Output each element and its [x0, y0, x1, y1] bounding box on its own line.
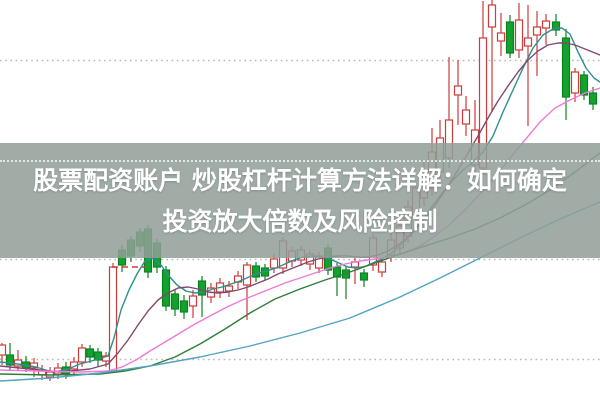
- candle-down: [505, 21, 515, 54]
- headline-line-2: 投资放大倍数及风险控制: [162, 206, 438, 236]
- candle-up: [242, 264, 252, 286]
- candle-down: [551, 21, 561, 31]
- candle-down: [197, 280, 207, 296]
- candle-up: [0, 344, 7, 356]
- headline-overlay: 股票配资账户 炒股杠杆计算方法详解：如何确定 投资放大倍数及风险控制: [0, 143, 600, 258]
- candle-down: [5, 354, 15, 366]
- headline-line-1: 股票配资账户 炒股杠杆计算方法详解：如何确定: [33, 165, 567, 195]
- candle-up: [541, 20, 551, 29]
- candle-down: [161, 269, 171, 307]
- candle-up: [188, 295, 198, 307]
- candle-up: [487, 4, 497, 28]
- candle-up: [570, 71, 580, 94]
- candle-up: [224, 285, 234, 292]
- candle-down: [359, 272, 369, 281]
- candle-up: [377, 261, 387, 273]
- candle-up: [77, 347, 87, 363]
- candle-up: [523, 37, 533, 47]
- candle-down: [93, 351, 103, 361]
- candle-down: [85, 348, 95, 358]
- candle-up: [496, 32, 506, 42]
- candle-down: [251, 265, 261, 278]
- overlay-gridline: [0, 160, 600, 162]
- candle-down: [332, 266, 342, 278]
- candle-up: [532, 26, 542, 36]
- candle-down: [588, 92, 598, 105]
- candle-up: [514, 19, 524, 51]
- candle-up: [453, 85, 463, 96]
- candle-down: [179, 300, 189, 313]
- candle-down: [579, 74, 589, 96]
- candle-down: [561, 37, 571, 98]
- candle-up: [461, 109, 471, 125]
- candle-up: [269, 258, 279, 269]
- candle-down: [170, 293, 180, 310]
